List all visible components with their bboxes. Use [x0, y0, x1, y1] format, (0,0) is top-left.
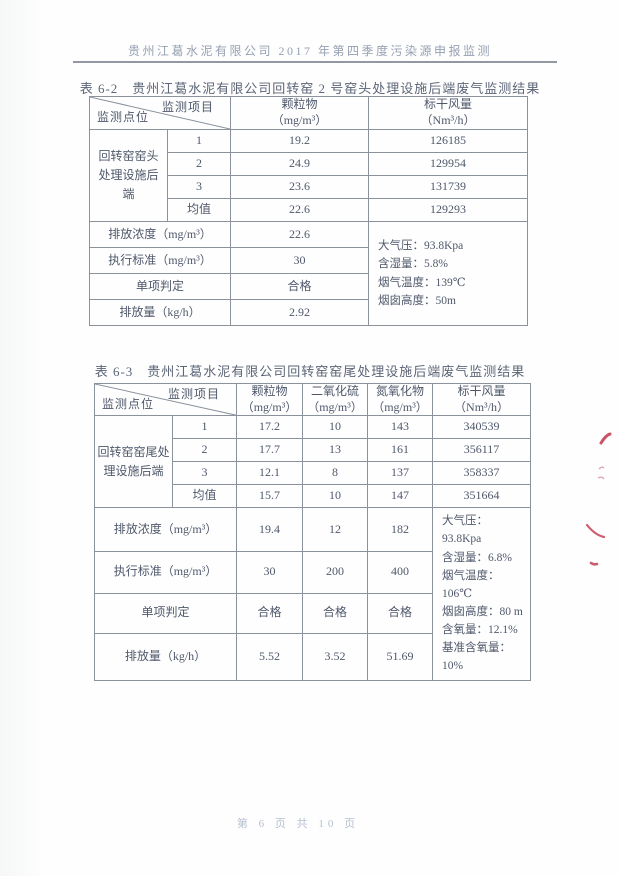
summary-pm: 5.52 — [236, 632, 303, 681]
sample-no: 1 — [167, 129, 231, 153]
corner-site-label: 监测点位 — [97, 110, 150, 125]
summary-label: 单项判定 — [89, 273, 231, 300]
stack-parameters-note: 大气压：93.8Kpa 含湿量：6.8% 烟气温度：106℃ 烟囱高度：80 m… — [432, 507, 531, 681]
summary-label: 执行标准（mg/m³） — [94, 550, 237, 594]
pm-value: 19.2 — [230, 129, 369, 153]
header-rule — [73, 61, 557, 63]
column-header-so2: 二氧化硫 （mg/m³） — [302, 382, 368, 417]
table-row: 排放量（kg/h） 5.52 3.52 51.69 — [94, 632, 531, 681]
table-row: 均值 22.6 129293 — [90, 198, 528, 222]
sample-no: 均值 — [172, 484, 237, 509]
corner-cell: 监测项目 监测点位 — [94, 382, 237, 417]
column-header-flow: 标干风量 （Nm³/h） — [368, 96, 528, 130]
nox-value: 161 — [367, 438, 433, 463]
red-pen-mark — [585, 432, 612, 566]
flow-value: 356117 — [432, 438, 531, 463]
pm-value: 17.2 — [236, 415, 303, 440]
table-row: 单项判定 合格 合格 合格 — [94, 592, 531, 634]
table-row: 执行标准（mg/m³） 30 200 400 — [94, 550, 531, 594]
flow-value: 351664 — [432, 484, 531, 509]
table-row: 3 12.1 8 137 358337 — [95, 461, 531, 486]
summary-pm: 19.4 — [236, 507, 303, 552]
table-6-3-title: 表 6-3 贵州江葛水泥有限公司回转窑窑尾处理设施后端废气监测结果 — [94, 364, 526, 379]
table-row: 排放量（kg/h） 2.92 — [89, 299, 528, 326]
sample-no: 2 — [172, 438, 237, 463]
sample-no: 1 — [172, 415, 237, 440]
pm-value: 24.9 — [230, 152, 369, 176]
diagonal-line-icon — [95, 384, 236, 415]
table-row: 监测项目 监测点位 颗粒物 （mg/m³） 二氧化硫 （mg/m³） 氮氧化物 … — [94, 382, 531, 417]
table-row: 单项判定 合格 — [89, 273, 528, 300]
so2-value: 13 — [302, 438, 368, 463]
table-6-3: 监测项目 监测点位 颗粒物 （mg/m³） 二氧化硫 （mg/m³） 氮氧化物 … — [94, 382, 531, 681]
site-label: 回转窑窑头 处理设施后 端 — [89, 129, 168, 222]
pm-value: 15.7 — [236, 484, 303, 509]
summary-nox: 合格 — [367, 592, 433, 634]
sample-no: 2 — [167, 152, 231, 176]
summary-nox: 400 — [367, 550, 433, 594]
corner-item-label: 监测项目 — [167, 387, 220, 401]
flow-value: 126185 — [368, 129, 528, 153]
table-row: 均值 15.7 10 147 351664 — [95, 484, 531, 509]
flow-value: 131739 — [368, 175, 528, 199]
corner-site-label: 监测点位 — [102, 396, 155, 411]
corner-item-label: 监测项目 — [161, 100, 214, 114]
summary-label: 排放浓度（mg/m³） — [89, 221, 231, 248]
summary-nox: 182 — [367, 507, 433, 552]
so2-value: 10 — [302, 415, 368, 440]
table-6-2: 监测项目 监测点位 颗粒物 （mg/m³） 标干风量 （Nm³/h） 回转窑窑头… — [89, 96, 528, 326]
pm-value: 22.6 — [230, 198, 369, 222]
flow-value: 358337 — [432, 461, 531, 486]
table-row: 排放浓度（mg/m³） 22.6 大气压：93.8Kpa 含湿量：5.8% 烟气… — [89, 221, 528, 326]
column-header-pm: 颗粒物 （mg/m³） — [230, 96, 369, 130]
table-row: 回转窑窑尾处 理设施后端 1 17.2 10 143 340539 — [94, 415, 531, 509]
summary-value: 30 — [230, 247, 369, 274]
table-row: 排放浓度（mg/m³） 19.4 12 182 大气压：93.8Kpa 含湿量：… — [94, 507, 531, 681]
pm-value: 17.7 — [236, 438, 303, 463]
summary-value: 22.6 — [230, 221, 369, 248]
summary-so2: 12 — [302, 507, 368, 552]
flow-value: 340539 — [432, 415, 531, 440]
sample-no: 3 — [172, 461, 237, 486]
summary-so2: 合格 — [302, 592, 368, 634]
summary-value: 合格 — [230, 273, 369, 300]
summary-label: 排放量（kg/h） — [89, 299, 231, 326]
summary-value: 2.92 — [230, 299, 369, 326]
summary-so2: 3.52 — [302, 632, 368, 681]
so2-value: 8 — [302, 461, 368, 486]
column-header-nox: 氮氧化物 （mg/m³） — [367, 382, 433, 417]
sample-no: 均值 — [167, 198, 231, 222]
pm-value: 23.6 — [230, 175, 369, 199]
corner-cell: 监测项目 监测点位 — [89, 96, 231, 130]
table-row: 3 23.6 131739 — [90, 175, 528, 199]
summary-nox: 51.69 — [367, 632, 433, 681]
so2-value: 10 — [302, 484, 368, 509]
page-header-title: 贵州江葛水泥有限公司 2017 年第四季度污染源申报监测 — [127, 44, 492, 58]
pm-value: 12.1 — [236, 461, 303, 486]
column-header-pm: 颗粒物 （mg/m³） — [236, 382, 303, 417]
flow-value: 129954 — [368, 152, 528, 176]
table-row: 执行标准（mg/m³） 30 — [89, 247, 528, 274]
flow-value: 129293 — [368, 198, 528, 222]
summary-pm: 30 — [236, 550, 303, 594]
nox-value: 137 — [367, 461, 433, 486]
table-6-2-title: 表 6-2 贵州江葛水泥有限公司回转窑 2 号窑头处理设施后端废气监测结果 — [79, 81, 541, 96]
site-label: 回转窑窑尾处 理设施后端 — [94, 415, 173, 509]
table-row: 回转窑窑头 处理设施后 端 1 19.2 126185 — [89, 129, 528, 222]
summary-so2: 200 — [302, 550, 368, 594]
diagonal-line-icon — [90, 97, 230, 129]
summary-label: 排放浓度（mg/m³） — [94, 507, 237, 552]
nox-value: 147 — [367, 484, 433, 509]
table-row: 监测项目 监测点位 颗粒物 （mg/m³） 标干风量 （Nm³/h） — [89, 96, 528, 130]
summary-label: 执行标准（mg/m³） — [89, 247, 231, 274]
summary-label: 单项判定 — [94, 592, 237, 634]
summary-pm: 合格 — [236, 592, 303, 634]
stack-parameters-note: 大气压：93.8Kpa 含湿量：5.8% 烟气温度：139℃ 烟囱高度：50m — [368, 221, 528, 326]
column-header-flow: 标干风量 （Nm³/h） — [432, 382, 531, 417]
page-number: 第 6 页 共 10 页 — [236, 818, 360, 830]
summary-label: 排放量（kg/h） — [94, 632, 237, 681]
nox-value: 143 — [367, 415, 433, 440]
sample-no: 3 — [167, 175, 231, 199]
